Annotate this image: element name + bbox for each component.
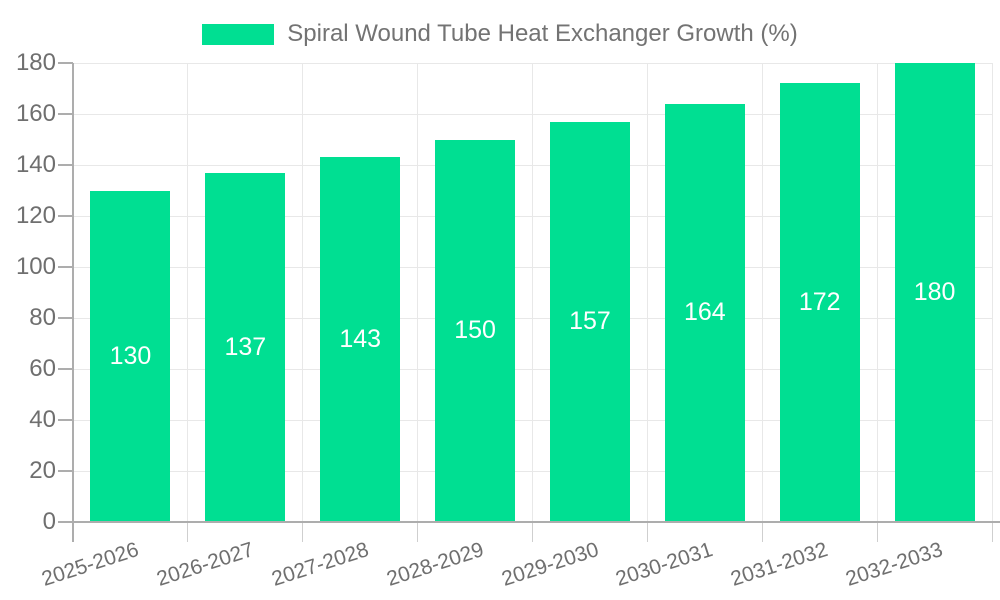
x-axis-tick <box>187 522 189 542</box>
y-axis-tick-label: 80 <box>29 304 56 331</box>
x-axis-tick <box>532 522 533 542</box>
v-gridline <box>761 63 763 522</box>
y-axis-tick-label: 160 <box>15 100 56 127</box>
bar-value-label: 157 <box>569 307 611 336</box>
bar-value-label: 143 <box>339 325 382 354</box>
v-gridline <box>876 63 878 522</box>
y-axis-tick-label: 20 <box>29 457 56 484</box>
v-gridline <box>302 63 304 522</box>
y-axis-tick <box>58 368 73 370</box>
y-axis-tick <box>58 419 73 421</box>
x-axis-line <box>73 521 1000 523</box>
x-axis-tick <box>991 522 993 542</box>
v-gridline <box>991 63 993 522</box>
v-gridline <box>417 63 419 522</box>
legend-item[interactable]: Spiral Wound Tube Heat Exchanger Growth … <box>0 20 1000 47</box>
x-axis-category-label: 2029-2030 <box>498 538 602 591</box>
bar[interactable]: 164 <box>664 103 745 522</box>
y-axis-line <box>72 63 74 542</box>
x-axis-tick <box>302 522 304 542</box>
bar[interactable]: 130 <box>90 190 171 522</box>
bar[interactable]: 172 <box>779 83 860 522</box>
y-axis-tick-label: 60 <box>29 355 56 382</box>
bar-value-label: 180 <box>913 278 956 306</box>
y-axis-tick <box>58 164 73 166</box>
bar[interactable]: 157 <box>549 121 630 522</box>
y-axis-tick-label: 120 <box>15 202 56 229</box>
x-axis-category-label: 2028-2029 <box>383 538 487 591</box>
x-axis-tick <box>876 522 878 542</box>
v-gridline <box>532 63 533 522</box>
y-axis-tick <box>58 266 73 268</box>
bar[interactable]: 143 <box>320 157 401 522</box>
y-axis-tick <box>58 215 73 217</box>
x-axis-category-label: 2027-2028 <box>268 538 372 591</box>
y-axis-tick-label: 100 <box>15 253 56 280</box>
y-axis-tick-label: 140 <box>15 151 56 178</box>
bar-value-label: 137 <box>224 332 267 361</box>
x-axis-tick <box>417 522 419 542</box>
y-axis-tick-label: 0 <box>42 508 56 535</box>
x-axis-tick <box>761 522 763 542</box>
v-gridline <box>646 63 648 522</box>
y-axis-tick <box>58 521 73 523</box>
y-axis-tick-label: 180 <box>15 49 56 76</box>
v-gridline <box>187 63 189 522</box>
y-axis-tick <box>58 317 73 319</box>
x-axis-category-label: 2030-2031 <box>613 538 716 591</box>
x-axis-category-label: 2032-2033 <box>843 538 946 591</box>
bar-value-label: 172 <box>798 288 841 317</box>
bar-value-label: 150 <box>454 316 496 345</box>
y-axis-tick <box>58 62 73 64</box>
legend-swatch-icon <box>202 23 275 45</box>
bar[interactable]: 150 <box>435 139 516 522</box>
x-axis-category-label: 2031-2032 <box>728 538 831 591</box>
bar[interactable]: 137 <box>205 172 286 522</box>
y-axis-tick-label: 40 <box>29 406 56 433</box>
y-axis-tick <box>58 113 73 115</box>
x-axis-category-label: 2026-2027 <box>153 538 257 591</box>
bar-value-label: 164 <box>683 298 726 327</box>
y-axis-tick <box>58 470 73 472</box>
bar[interactable]: 180 <box>894 63 975 522</box>
legend-label: Spiral Wound Tube Heat Exchanger Growth … <box>287 20 798 47</box>
bar-value-label: 130 <box>109 341 152 370</box>
x-axis-category-label: 2025-2026 <box>38 538 142 591</box>
x-axis-tick <box>646 522 648 542</box>
